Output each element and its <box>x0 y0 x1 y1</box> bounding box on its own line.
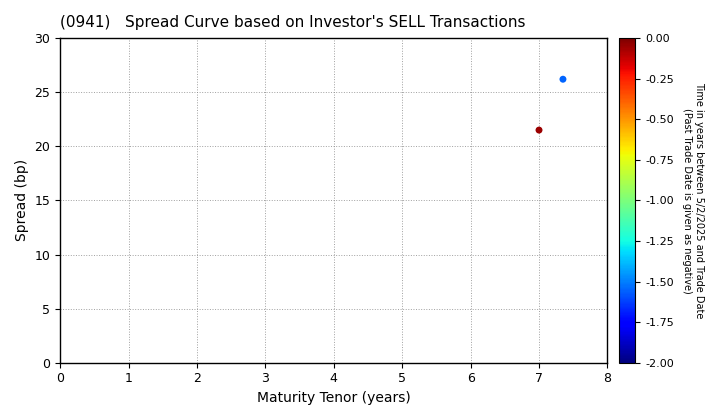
Y-axis label: Spread (bp): Spread (bp) <box>15 159 29 242</box>
Point <box>557 76 569 83</box>
X-axis label: Maturity Tenor (years): Maturity Tenor (years) <box>257 391 410 405</box>
Text: (0941)   Spread Curve based on Investor's SELL Transactions: (0941) Spread Curve based on Investor's … <box>60 15 526 30</box>
Y-axis label: Time in years between 5/2/2025 and Trade Date
(Past Trade Date is given as negat: Time in years between 5/2/2025 and Trade… <box>682 82 703 319</box>
Point <box>534 127 545 134</box>
